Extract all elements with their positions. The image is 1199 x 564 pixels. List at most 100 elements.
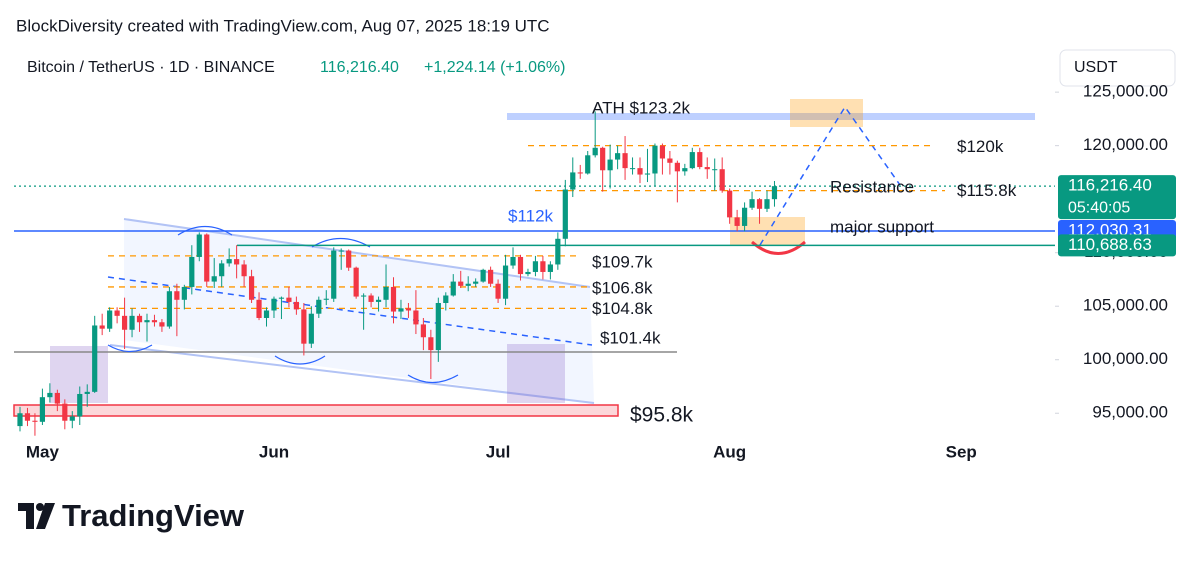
candle-body — [256, 299, 262, 318]
y-tick-label: 100,000.00 — [1083, 349, 1168, 368]
candle-body — [473, 281, 479, 284]
candle-body — [241, 264, 247, 277]
candle-body — [540, 261, 546, 272]
header: BlockDiversity created with TradingView.… — [16, 16, 550, 35]
candle-body — [331, 250, 337, 299]
candle-body — [488, 269, 494, 284]
price-badge — [1058, 234, 1176, 257]
candle-body — [211, 276, 217, 282]
candle-body — [39, 397, 46, 422]
candle-body — [734, 217, 740, 226]
candle-body — [69, 416, 75, 421]
candle-body — [450, 281, 456, 296]
candle-body — [704, 167, 710, 170]
candle-body — [136, 315, 143, 323]
candle-body — [181, 286, 187, 300]
candle-body — [346, 250, 352, 268]
candle-body — [84, 391, 90, 394]
candle-body — [570, 172, 576, 190]
candle-body — [390, 286, 397, 312]
candle-body — [151, 320, 158, 323]
price-badge-label: 116,216.40 — [1068, 176, 1152, 195]
candle-body — [226, 259, 232, 264]
candle-body — [47, 392, 53, 398]
candle-body — [674, 162, 680, 172]
candle-body — [286, 297, 292, 302]
candle-body — [443, 295, 449, 303]
candle-body — [525, 271, 531, 275]
candle-body — [204, 234, 210, 282]
candle-body — [293, 301, 299, 310]
candle-body — [263, 310, 270, 318]
candle-body — [413, 310, 419, 325]
y-tick-label: 120,000.00 — [1083, 135, 1168, 154]
candle-body — [32, 420, 38, 422]
candle-body — [129, 315, 135, 330]
level-label: $104.8k — [592, 299, 653, 318]
candle-body — [697, 152, 703, 168]
ath-band — [507, 113, 1035, 120]
candle-body — [301, 309, 307, 344]
candle-body — [383, 286, 389, 300]
candle-body — [17, 413, 23, 427]
candle-body — [585, 155, 591, 174]
candle-body — [652, 145, 658, 174]
candle-body — [502, 265, 509, 299]
y-tick-label: 125,000.00 — [1083, 82, 1168, 101]
candle-body — [756, 199, 763, 209]
candle-body — [375, 299, 382, 302]
annotation: major support — [830, 217, 934, 236]
candle-body — [637, 168, 643, 175]
arc — [407, 374, 459, 384]
candle-body — [308, 313, 314, 344]
candle-body — [278, 297, 285, 299]
candle-body — [607, 159, 613, 171]
candle-body — [338, 250, 344, 252]
last-price: 116,216.40 — [320, 59, 399, 76]
candle-body — [629, 168, 636, 170]
candle-body — [99, 325, 105, 329]
candle-body — [741, 207, 748, 226]
symbol: Bitcoin / TetherUS · 1D · BINANCE — [27, 59, 275, 76]
candle-body — [166, 291, 172, 327]
candle-body — [555, 238, 561, 265]
annotation: ATH $123.2k — [592, 98, 690, 117]
candle-body — [659, 145, 666, 159]
level-label: $109.7k — [592, 252, 653, 271]
candle-body — [517, 256, 524, 275]
projection — [759, 105, 901, 246]
candle-body — [480, 269, 486, 282]
candle-body — [682, 168, 688, 172]
candle-body — [24, 413, 31, 421]
candle-body — [196, 234, 202, 257]
purple-box — [507, 344, 565, 403]
annotation: $101.4k — [600, 328, 661, 347]
candle-body — [159, 322, 165, 327]
price-badge-label: 110,688.63 — [1068, 235, 1152, 254]
currency[interactable]: USDT — [1074, 59, 1118, 76]
candle-body — [219, 263, 225, 277]
arc — [274, 355, 326, 365]
candle-body — [107, 310, 113, 329]
price-badge-timer: 05:40:05 — [1068, 199, 1130, 216]
x-tick-label: Aug — [713, 442, 746, 461]
y-tick-label: 95,000.00 — [1092, 403, 1168, 422]
candle-body — [689, 152, 695, 169]
candle-body — [92, 325, 98, 392]
candle-body — [114, 310, 120, 316]
level-label: $120k — [957, 137, 1004, 156]
candle-body — [600, 147, 606, 171]
candle-body — [77, 393, 83, 417]
price-badge — [1058, 175, 1176, 220]
candle-body — [353, 267, 359, 297]
candle-body — [495, 283, 501, 299]
channel-mid — [107, 276, 593, 346]
candle-body — [428, 337, 434, 351]
arc — [107, 344, 153, 353]
target-box — [790, 99, 863, 127]
currency-button[interactable] — [1059, 49, 1176, 87]
candle-body — [644, 173, 651, 175]
candle-body — [712, 169, 718, 171]
